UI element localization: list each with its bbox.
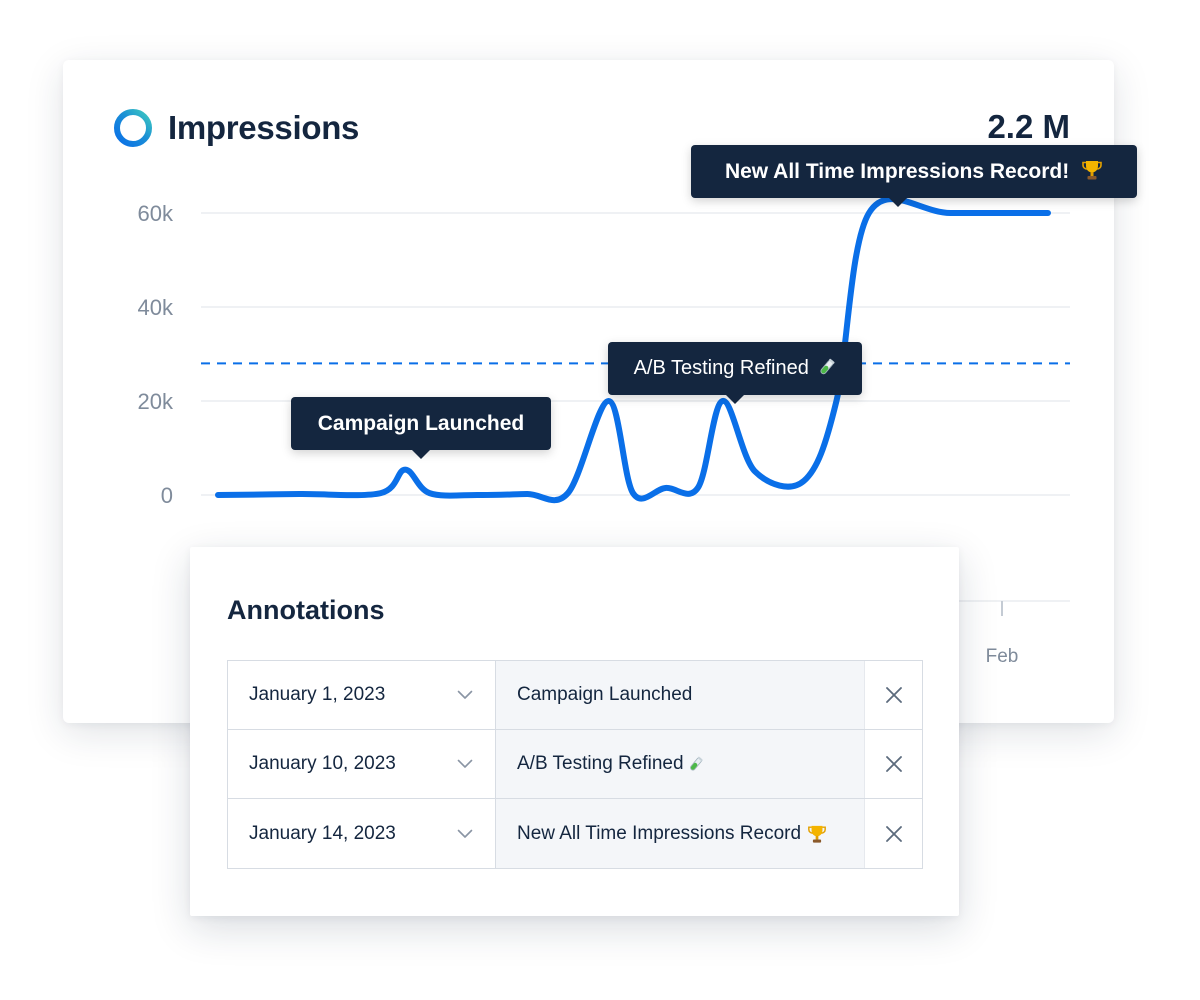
widget-title: Impressions [168,109,360,146]
impressions-total: 2.2 M [987,108,1070,145]
annotation-note: New All Time Impressions Record [517,822,802,844]
remove-annotation-button[interactable] [864,730,922,798]
tooltip-label: A/B Testing Refined [633,357,809,379]
chevron-down-icon [457,759,473,768]
x-tick-label: Feb [986,646,1019,667]
trophy-icon [808,825,826,843]
annotation-date: January 14, 2023 [249,822,396,844]
y-tick-label: 60k [138,201,174,226]
annotations-table: January 1, 2023 Campaign Launched Januar… [227,660,923,869]
annotation-date-select[interactable]: January 10, 2023 [228,730,496,798]
close-icon [885,687,902,703]
annotation-tooltip-record[interactable]: New All Time Impressions Record! [691,145,1137,207]
annotation-date: January 10, 2023 [249,753,396,774]
annotation-row: January 10, 2023 A/B Testing Refined [228,730,922,799]
tooltip-label: Campaign Launched [317,412,525,435]
annotation-note: A/B Testing Refined [517,753,684,774]
remove-annotation-button[interactable] [864,661,922,729]
chevron-down-icon [457,690,473,699]
annotation-date-select[interactable]: January 14, 2023 [228,799,496,868]
close-icon [885,756,902,772]
annotation-date: January 1, 2023 [249,684,386,705]
trophy-icon [1082,161,1102,180]
tooltip-label: New All Time Impressions Record! [724,160,1070,183]
annotation-tooltip-ab-testing[interactable]: A/B Testing Refined [608,342,862,404]
impressions-series-line [215,196,1051,504]
annotations-title: Annotations [227,595,385,625]
card-header: Impressions [113,108,359,148]
impressions-line-chart: 0 20k 40k 60k Feb [138,196,1070,667]
test-tube-icon [689,756,703,771]
annotation-note-field[interactable]: A/B Testing Refined [496,730,864,798]
close-icon [885,825,902,842]
annotation-note: Campaign Launched [517,684,693,705]
annotation-note-field[interactable]: New All Time Impressions Record [496,799,864,868]
test-tube-icon [820,358,835,375]
annotation-note-field[interactable]: Campaign Launched [496,661,864,729]
circular-gradient-ring-icon [114,109,152,147]
y-tick-label: 20k [138,389,174,414]
y-tick-label: 0 [161,483,173,508]
annotation-date-select[interactable]: January 1, 2023 [228,661,496,729]
chevron-down-icon [457,829,473,838]
annotation-row: January 14, 2023 New All Time Impression… [228,799,922,868]
y-tick-label: 40k [138,295,174,320]
remove-annotation-button[interactable] [864,799,922,868]
annotation-row: January 1, 2023 Campaign Launched [228,661,922,730]
annotations-panel: Annotations January 1, 2023 Campaign Lau… [190,547,959,916]
annotation-tooltip-campaign[interactable]: Campaign Launched [291,397,551,459]
